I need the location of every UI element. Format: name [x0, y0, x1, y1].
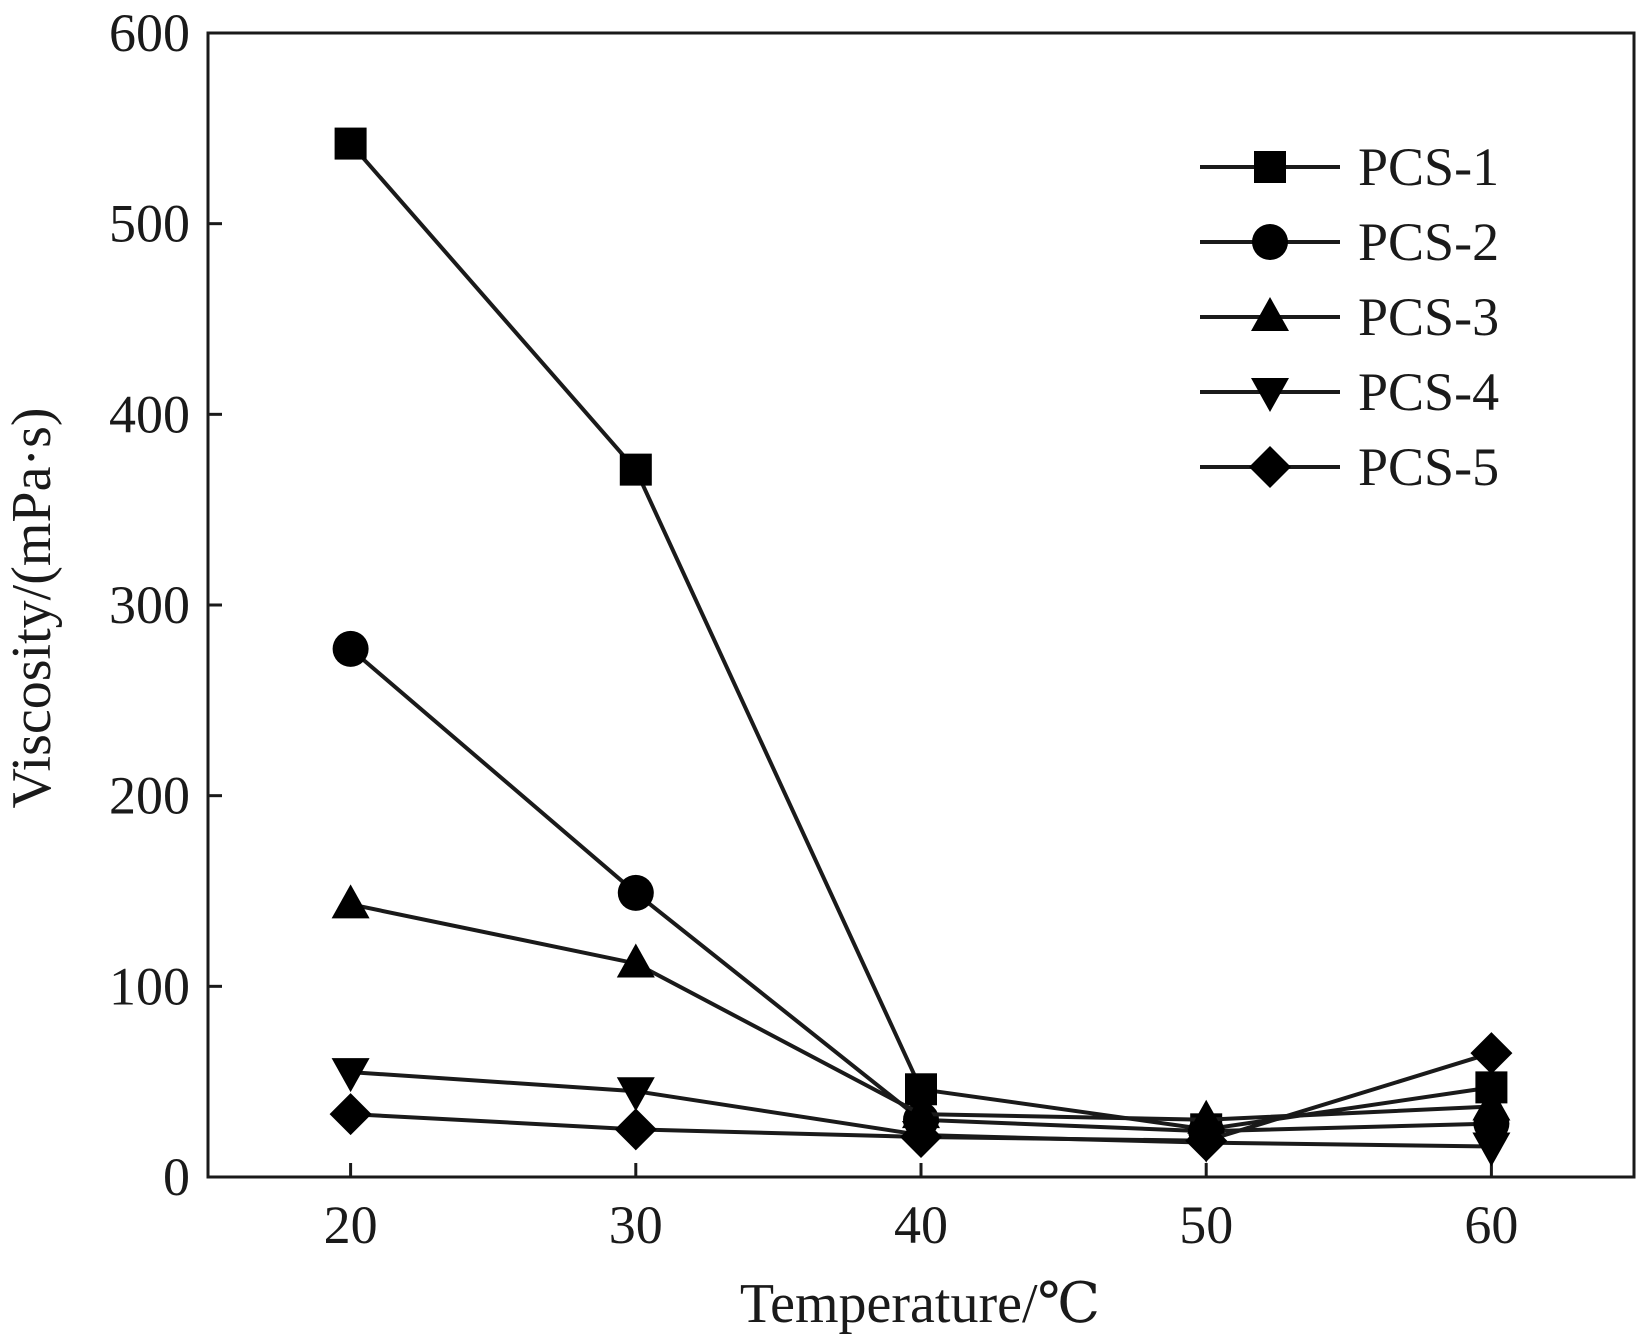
plot-frame	[206, 31, 1636, 1179]
legend-entry: PCS-5	[1200, 437, 1499, 497]
data-point-circle	[332, 630, 369, 667]
data-point-square	[619, 453, 652, 486]
data-point-triangle-up	[331, 884, 370, 919]
legend-entry: PCS-1	[1200, 137, 1499, 197]
legend-label: PCS-1	[1358, 137, 1499, 197]
x-tick-label: 40	[894, 1195, 948, 1255]
x-tick-label: 60	[1464, 1195, 1518, 1255]
legend-marker-square	[1254, 151, 1286, 183]
series-line	[349, 647, 1492, 1134]
data-point-diamond	[329, 1093, 372, 1136]
legend-marker-circle	[1252, 224, 1288, 260]
legend-entry: PCS-4	[1200, 362, 1499, 422]
x-axis-title: Temperature/℃	[740, 1273, 1100, 1335]
series-pcs-2	[332, 630, 1510, 1150]
data-point-diamond	[900, 1115, 942, 1158]
data-point-triangle-down	[331, 1058, 370, 1093]
legend-marker-triangle-up	[1251, 297, 1289, 331]
data-point-triangle-up	[616, 943, 655, 978]
series-layer	[329, 127, 1513, 1167]
legend-label: PCS-3	[1358, 287, 1499, 347]
data-point-triangle-up	[1187, 1099, 1226, 1134]
data-point-triangle-down	[616, 1077, 655, 1112]
data-point-triangle-up	[902, 1094, 940, 1129]
data-point-diamond	[1470, 1032, 1513, 1075]
y-axis-title: Viscosity/(mPa·s)	[1, 407, 63, 808]
series-pcs-1	[334, 127, 1508, 1146]
y-tick-label: 100	[109, 956, 190, 1016]
x-tick-label: 50	[1179, 1195, 1233, 1255]
series-pcs-5	[329, 1032, 1513, 1162]
data-point-square	[334, 127, 367, 160]
legend-marker-diamond	[1249, 446, 1291, 488]
legend: PCS-1 PCS-2 PCS-3 PCS-4 PCS-5	[1200, 137, 1499, 497]
x-tick-label: 30	[609, 1195, 663, 1255]
legend-label: PCS-5	[1358, 437, 1499, 497]
data-point-triangle-down	[1472, 1132, 1511, 1167]
y-tick-label: 300	[109, 575, 190, 635]
data-point-triangle-up	[1472, 1086, 1511, 1121]
series-line	[349, 142, 1492, 1132]
legend-label: PCS-2	[1358, 212, 1499, 272]
legend-entry: PCS-2	[1200, 212, 1499, 272]
legend-entry: PCS-3	[1200, 287, 1499, 347]
y-tick-label: 400	[109, 384, 190, 444]
legend-marker-triangle-down	[1251, 378, 1289, 412]
y-tick-label: 0	[163, 1147, 190, 1207]
series-pcs-3	[331, 884, 1511, 1134]
y-tick-label: 600	[109, 3, 190, 63]
data-point-circle	[617, 874, 654, 911]
x-tick-label: 20	[324, 1195, 378, 1255]
data-point-diamond	[614, 1108, 657, 1151]
axes: 0 100 200 300 400 500 600 20 30 40 50 60	[109, 3, 1636, 1255]
y-tick-label: 500	[109, 194, 190, 254]
y-tick-label: 200	[109, 766, 190, 826]
legend-label: PCS-4	[1358, 362, 1499, 422]
data-point-diamond	[1185, 1119, 1228, 1162]
